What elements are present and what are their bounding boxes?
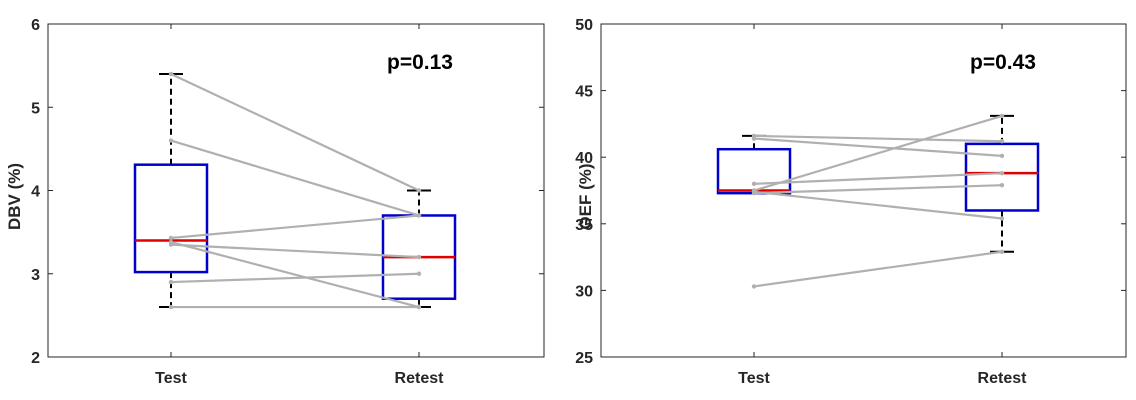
subject-pair-line bbox=[170, 72, 420, 192]
y-tick-label: 25 bbox=[575, 350, 593, 367]
subject-pair-line bbox=[753, 137, 1003, 157]
subject-point-retest bbox=[999, 113, 1005, 119]
p-value-annotation: p=0.43 bbox=[970, 51, 1036, 74]
subject-point-test bbox=[751, 181, 757, 187]
subject-point-retest bbox=[999, 153, 1005, 159]
subject-point-test bbox=[168, 304, 174, 310]
subject-point-test bbox=[751, 284, 757, 289]
subject-point-retest bbox=[416, 188, 422, 193]
y-axis-label: DBV (%) bbox=[5, 163, 24, 230]
y-tick-label: 4 bbox=[31, 184, 40, 201]
p-value-annotation: p=0.13 bbox=[387, 51, 453, 74]
iqr-box bbox=[964, 142, 1040, 212]
y-tick-label: 3 bbox=[31, 267, 40, 284]
subject-pair-line bbox=[170, 214, 420, 240]
y-tick-label: 50 bbox=[575, 17, 593, 34]
subject-point-retest bbox=[999, 249, 1005, 254]
subject-pair-line bbox=[753, 172, 1003, 185]
subject-point-test bbox=[168, 71, 174, 77]
y-tick-label: 45 bbox=[575, 84, 593, 101]
subject-pair-line bbox=[170, 272, 420, 284]
y-tick-label: 40 bbox=[575, 150, 593, 167]
subject-pair-line bbox=[753, 250, 1003, 288]
dbv-boxplot-panel: 2 3 4 5 6 Test Retest DBV (%) p=0.13 bbox=[5, 17, 545, 387]
subject-pair-line bbox=[753, 184, 1003, 195]
y-tick-label: 2 bbox=[31, 350, 40, 367]
oef-boxplot-panel: 25 30 35 40 45 50 Test Retest OEF (%) p=0.43 bbox=[575, 17, 1127, 387]
subject-point-retest bbox=[999, 182, 1005, 188]
y-tick-label: 35 bbox=[575, 217, 593, 234]
subject-point-retest bbox=[416, 304, 422, 310]
subject-point-test bbox=[751, 189, 757, 195]
y-tick-label: 30 bbox=[575, 283, 593, 300]
subject-pair-line bbox=[753, 134, 1003, 143]
x-tick-label: Test bbox=[738, 370, 770, 387]
x-tick-label: Retest bbox=[395, 370, 445, 387]
subject-pair-line bbox=[170, 241, 420, 309]
subject-point-test bbox=[168, 279, 174, 285]
plot-frame bbox=[600, 23, 1127, 358]
subject-point-retest bbox=[416, 254, 422, 260]
subject-point-retest bbox=[999, 170, 1005, 176]
subject-point-test bbox=[168, 235, 174, 241]
iqr-box bbox=[133, 163, 209, 274]
y-tick-label: 6 bbox=[31, 17, 40, 34]
subject-point-retest bbox=[416, 271, 422, 276]
subject-point-retest bbox=[999, 139, 1005, 144]
subject-pair-line bbox=[170, 139, 420, 217]
subject-point-test bbox=[751, 136, 757, 141]
subject-point-retest bbox=[416, 213, 422, 218]
subject-point-test bbox=[168, 239, 174, 245]
subject-pair-line bbox=[170, 243, 420, 259]
y-axis-label: OEF (%) bbox=[576, 163, 595, 229]
x-tick-label: Retest bbox=[978, 370, 1028, 387]
iqr-box bbox=[716, 147, 792, 195]
subject-point-test bbox=[168, 138, 174, 143]
subject-point-retest bbox=[999, 216, 1005, 221]
subject-pair-line bbox=[753, 114, 1003, 192]
subject-pair-line bbox=[753, 190, 1003, 220]
y-tick-label: 5 bbox=[31, 100, 40, 117]
x-tick-label: Test bbox=[155, 370, 187, 387]
